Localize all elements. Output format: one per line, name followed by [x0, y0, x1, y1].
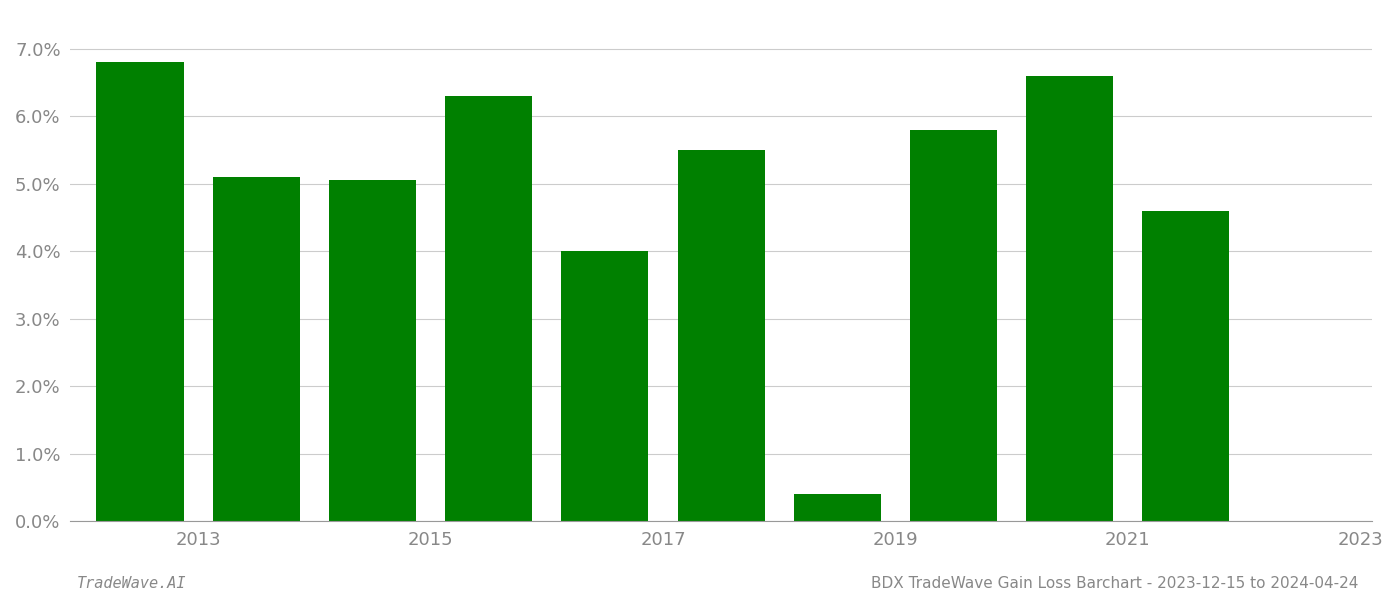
Bar	[97, 62, 183, 521]
Text: TradeWave.AI: TradeWave.AI	[77, 576, 186, 591]
Bar	[329, 181, 416, 521]
Bar	[1142, 211, 1229, 521]
Bar	[561, 251, 648, 521]
Bar	[445, 96, 532, 521]
Bar	[910, 130, 997, 521]
Bar	[213, 177, 300, 521]
Bar	[678, 150, 764, 521]
Bar	[794, 494, 881, 521]
Text: BDX TradeWave Gain Loss Barchart - 2023-12-15 to 2024-04-24: BDX TradeWave Gain Loss Barchart - 2023-…	[871, 576, 1358, 591]
Bar	[1026, 76, 1113, 521]
